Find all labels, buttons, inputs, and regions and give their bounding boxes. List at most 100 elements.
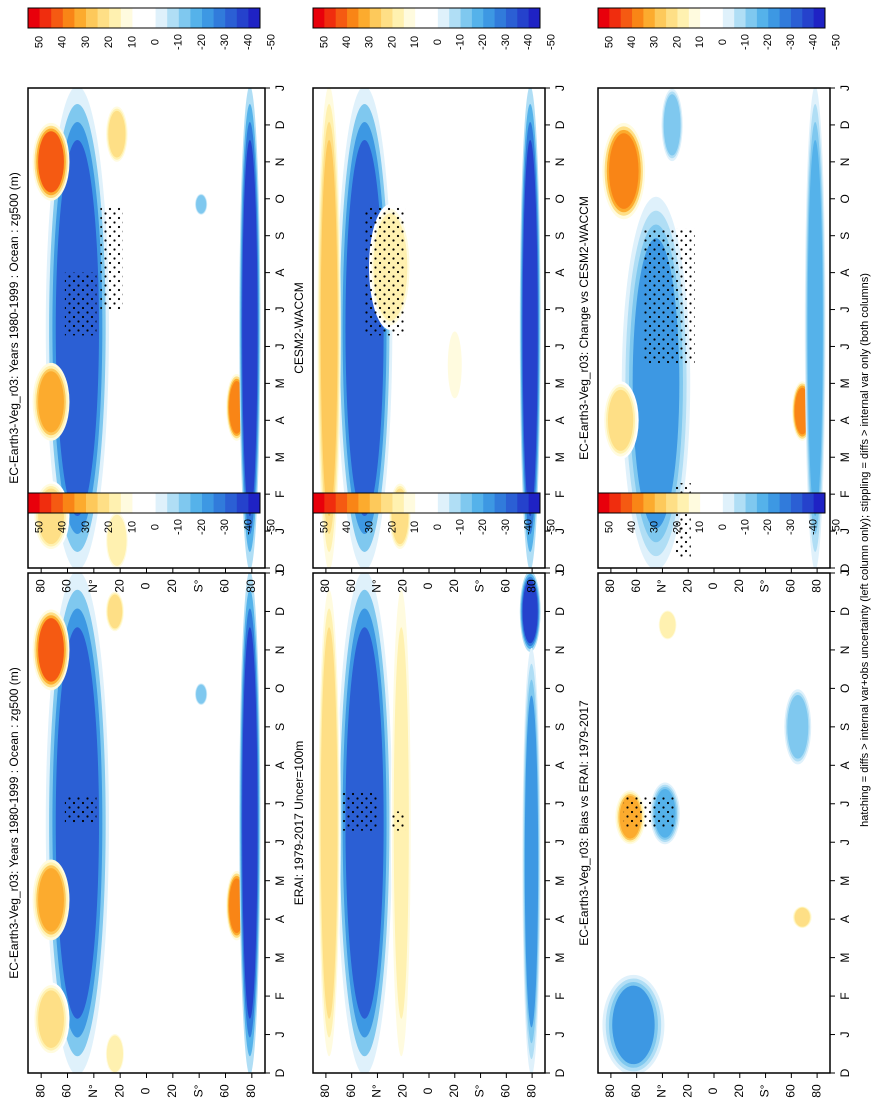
xtick-label-p1-9: S bbox=[273, 723, 287, 731]
ytick-label-p1-7: 60 bbox=[218, 1084, 232, 1098]
colorbar-0-swatch-14 bbox=[190, 8, 203, 28]
colorbar-1-swatch-13 bbox=[178, 493, 191, 513]
ytick-label-p2-6: S° bbox=[191, 579, 205, 592]
xtick-label-p4-12: D bbox=[553, 120, 567, 129]
colorbar-3-tick-4: 10 bbox=[409, 521, 421, 533]
colorbar-4-swatch-4 bbox=[643, 8, 656, 28]
colorbar-1-swatch-9 bbox=[132, 493, 145, 513]
ytick-label-p4-6: S° bbox=[473, 579, 487, 592]
colorbar-4-tick-6: -10 bbox=[739, 34, 751, 50]
xtick-label-p6-5: M bbox=[838, 378, 852, 388]
xtick-label-p3-1: J bbox=[553, 1032, 567, 1038]
colorbar-0-tick-4: 10 bbox=[126, 36, 138, 48]
stipple-p3-0 bbox=[341, 792, 378, 831]
ytick-label-p4-3: 20 bbox=[395, 579, 409, 593]
ytick-label-p5-2: N° bbox=[655, 1084, 669, 1098]
xtick-label-p2-11: N bbox=[273, 158, 287, 167]
colorbar-2-tick-1: 40 bbox=[341, 36, 353, 48]
colorbar-5-swatch-4 bbox=[643, 493, 656, 513]
xtick-label-p4-11: N bbox=[553, 158, 567, 167]
colorbar-5-swatch-9 bbox=[700, 493, 712, 513]
colorbar-3-swatch-19 bbox=[528, 493, 541, 513]
colorbar-1-tick-0: 50 bbox=[34, 521, 46, 533]
colorbar-2-tick-7: -20 bbox=[477, 34, 489, 50]
title-p5: EC-Earth3-Veg_r03: Bias vs ERAI: 1979-20… bbox=[577, 700, 591, 946]
colorbar-3-swatch-10 bbox=[426, 493, 439, 513]
xtick-label-p1-7: J bbox=[273, 801, 287, 807]
plot-area-p1 bbox=[32, 573, 261, 1073]
xtick-label-p6-13: J bbox=[838, 85, 852, 91]
colorbar-0-swatch-5 bbox=[86, 8, 99, 28]
xtick-label-p1-4: A bbox=[273, 915, 287, 923]
xtick-label-p4-2: F bbox=[553, 490, 567, 497]
ytick-label-p1-2: N° bbox=[86, 1084, 100, 1098]
xtick-label-p4-4: A bbox=[553, 416, 567, 424]
colorbar-3-tick-9: -40 bbox=[523, 519, 535, 535]
xtick-label-p2-4: A bbox=[273, 416, 287, 424]
xtick-label-p5-9: S bbox=[838, 723, 852, 731]
ytick-label-p3-3: 20 bbox=[395, 1084, 409, 1098]
mark-p5-warm-5-level-3 bbox=[794, 907, 810, 927]
ytick-label-p4-5: 20 bbox=[447, 579, 461, 593]
ytick-label-p4-4: 0 bbox=[421, 582, 435, 589]
colorbar-4-swatch-2 bbox=[620, 8, 633, 28]
colorbar-2-tick-4: 10 bbox=[409, 36, 421, 48]
mark-p2-cold-7-level-3 bbox=[196, 195, 207, 214]
mark-p4-cold-5-level-3 bbox=[522, 140, 538, 516]
colorbar-1-tick-4: 10 bbox=[126, 521, 138, 533]
ytick-label-p3-8: 80 bbox=[524, 1084, 538, 1098]
xtick-label-p4-10: O bbox=[553, 194, 567, 203]
colorbar-2-tick-0: 50 bbox=[318, 36, 330, 48]
colorbar-1-swatch-2 bbox=[51, 493, 64, 513]
colorbar-3-swatch-4 bbox=[358, 493, 371, 513]
ytick-label-p5-4: 0 bbox=[706, 1087, 720, 1094]
colorbar-5-tick-7: -20 bbox=[762, 519, 774, 535]
mark-p4-warm-4-level-3 bbox=[448, 334, 462, 396]
xtick-label-p3-3: M bbox=[553, 953, 567, 963]
ytick-label-p3-4: 0 bbox=[421, 1087, 435, 1094]
footnote: hatching = diffs > internal var+obs unce… bbox=[859, 273, 871, 827]
ytick-label-p3-7: 60 bbox=[499, 1084, 513, 1098]
colorbar-2-swatch-17 bbox=[505, 8, 518, 28]
colorbar-4-tick-0: 50 bbox=[603, 36, 615, 48]
colorbar-5-swatch-3 bbox=[632, 493, 644, 513]
ytick-label-p1-6: S° bbox=[191, 1084, 205, 1097]
xtick-label-p1-11: N bbox=[273, 646, 287, 655]
colorbar-4-swatch-5 bbox=[654, 8, 667, 28]
xtick-label-p4-8: A bbox=[553, 269, 567, 277]
mark-p1-warm-5-level-3 bbox=[107, 594, 123, 629]
title-p1: EC-Earth3-Veg_r03: Years 1980-1999 : Oce… bbox=[7, 667, 21, 979]
colorbar-3-tick-7: -20 bbox=[477, 519, 489, 535]
colorbar-4-swatch-12 bbox=[734, 8, 747, 28]
colorbar-3-swatch-16 bbox=[494, 493, 507, 513]
colorbar-1-swatch-8 bbox=[120, 493, 133, 513]
mark-p3-cold-3-level-3 bbox=[522, 579, 538, 644]
panel-p3: D J F M A M J J A S O N D J 80 60 N° 20 0 20 S° 60 80 ERAI: 197… bbox=[292, 570, 567, 1098]
plot-area-p4 bbox=[317, 88, 541, 568]
stipple-p5-0 bbox=[623, 796, 676, 827]
colorbar-5-swatch-7 bbox=[677, 493, 690, 513]
colorbar-5-tick-10: -50 bbox=[830, 519, 842, 535]
colorbar-3-swatch-5 bbox=[369, 493, 382, 513]
ytick-label-p2-7: 60 bbox=[218, 579, 232, 593]
xtick-label-p1-3: M bbox=[273, 953, 287, 963]
colorbar-3-swatch-8 bbox=[403, 493, 416, 513]
colorbar-2-swatch-12 bbox=[449, 8, 462, 28]
xtick-label-p2-7: J bbox=[273, 307, 287, 313]
colorbar-4-swatch-16 bbox=[779, 8, 792, 28]
colorbar-1-tick-10: -50 bbox=[266, 519, 278, 535]
colorbar-1-swatch-1 bbox=[39, 493, 52, 513]
mark-p6-cold-3-level-3 bbox=[663, 94, 681, 156]
colorbar-4-swatch-11 bbox=[722, 8, 735, 28]
xtick-label-p4-6: J bbox=[553, 343, 567, 349]
ytick-label-p6-3: 20 bbox=[680, 579, 694, 593]
ytick-label-p6-8: 80 bbox=[809, 579, 823, 593]
colorbar-0-swatch-13 bbox=[178, 8, 191, 28]
colorbar-5-swatch-14 bbox=[756, 493, 769, 513]
colorbar-1-swatch-4 bbox=[74, 493, 87, 513]
colorbar-4-swatch-7 bbox=[677, 8, 690, 28]
colorbar-2-swatch-19 bbox=[528, 8, 541, 28]
xtick-label-p1-8: A bbox=[273, 761, 287, 769]
ytick-label-p2-5: 20 bbox=[165, 579, 179, 593]
